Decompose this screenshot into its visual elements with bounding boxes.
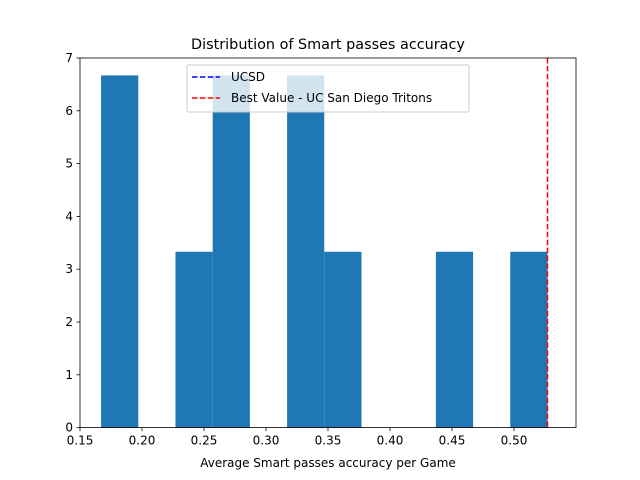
histogram-bar-6 [324, 251, 362, 428]
x-tick-label: 0.45 [439, 434, 466, 448]
y-tick-label: 0 [65, 421, 73, 435]
x-axis-label: Average Smart passes accuracy per Game [200, 456, 456, 470]
legend-box [186, 64, 470, 113]
x-tick-label: 0.40 [377, 434, 404, 448]
chart-title: Distribution of Smart passes accuracy [191, 37, 465, 53]
x-tick-label: 0.25 [191, 434, 218, 448]
y-tick-label: 4 [65, 209, 73, 223]
y-tick-label: 3 [65, 262, 73, 276]
x-tick-label: 0.15 [67, 434, 94, 448]
histogram-bar-5 [287, 75, 325, 428]
y-axis-ticks: 0 1 2 3 4 5 6 7 [65, 51, 80, 435]
y-tick-label: 5 [65, 157, 73, 171]
x-tick-label: 0.50 [501, 434, 528, 448]
y-tick-label: 6 [65, 104, 73, 118]
y-tick-label: 2 [65, 315, 73, 329]
x-axis-ticks: 0.15 0.20 0.25 0.30 0.35 0.40 0.45 0.50 [67, 427, 528, 448]
x-tick-label: 0.30 [253, 434, 280, 448]
histogram-bar-2 [175, 251, 213, 428]
legend-label-best-value: Best Value - UC San Diego Tritons [231, 91, 432, 105]
legend-label-ucsd: UCSD [231, 70, 265, 84]
histogram-bar-9 [435, 251, 474, 428]
histogram-bar-11 [510, 251, 548, 428]
histogram-bar-3 [212, 75, 250, 428]
histogram-bar-0 [101, 75, 139, 428]
x-tick-label: 0.35 [315, 434, 342, 448]
legend: UCSD Best Value - UC San Diego Tritons [186, 64, 470, 113]
bars-group [101, 75, 548, 428]
x-tick-label: 0.20 [129, 434, 156, 448]
y-tick-label: 7 [65, 51, 73, 65]
y-tick-label: 1 [65, 368, 73, 382]
